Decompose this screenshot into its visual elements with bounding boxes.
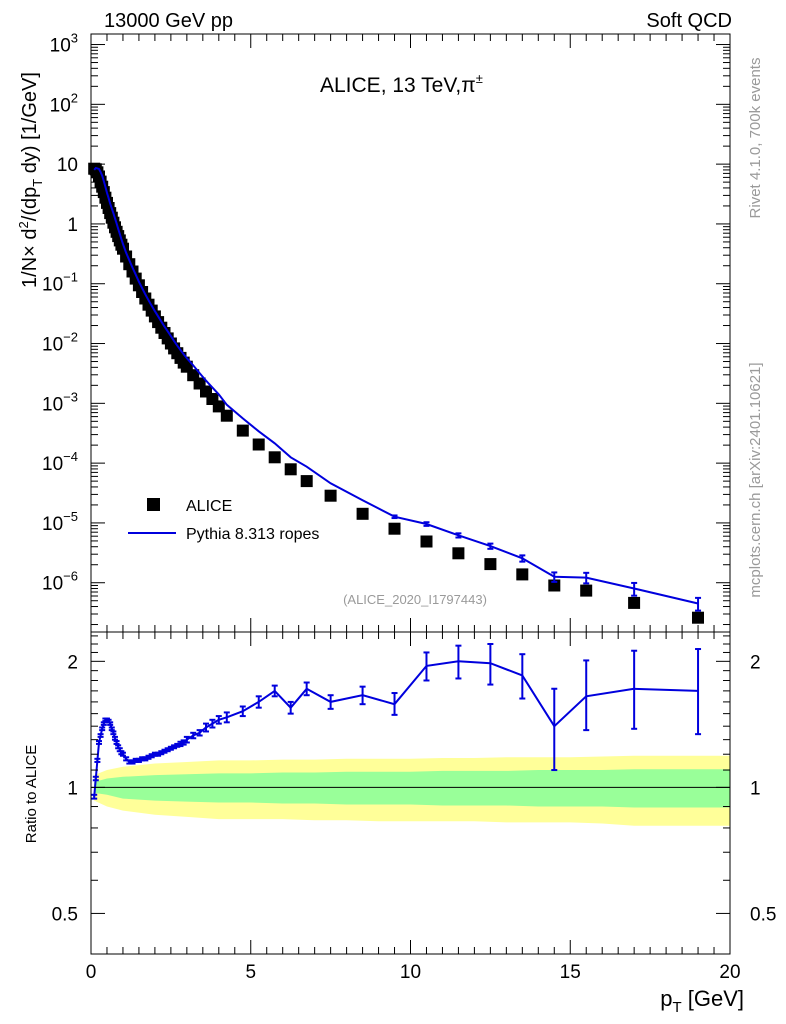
ratio-plot-frame [90, 631, 731, 955]
ratio-uncertainty-band [94, 755, 730, 826]
x-tick-label: 15 [560, 962, 581, 983]
alice-data-point [356, 507, 369, 520]
ratio-plot-panel: 0.5 0.5 1 1 2 2 Ratio to ALICE [23, 631, 777, 955]
alice-data-point [252, 438, 265, 451]
ratio-y-tick-label-right: 1 [750, 778, 761, 799]
x-tick-label: 10 [400, 962, 421, 983]
alice-data-point [324, 489, 337, 502]
alice-data-point [268, 451, 281, 464]
legend-marker-alice [147, 498, 160, 511]
rivet-version-label: Rivet 4.1.0, 700k events [747, 58, 764, 219]
alice-data-point [692, 611, 704, 624]
ratio-y-tick-label: 0.5 [52, 904, 78, 925]
ratio-y-axis-label: Ratio to ALICE [23, 745, 40, 843]
x-tick-label: 0 [86, 962, 97, 983]
header-right-label: Soft QCD [646, 10, 732, 32]
legend-label-pythia: Pythia 8.313 ropes [186, 526, 319, 543]
alice-data-point [212, 400, 225, 413]
alice-data-point [236, 424, 249, 437]
ratio-band-inner [94, 769, 730, 808]
x-tick-labels: 0 5 10 15 20 [86, 962, 741, 983]
header-left-label: 13000 GeV pp [104, 10, 233, 32]
alice-data-point [452, 547, 465, 560]
pythia-line [93, 166, 699, 605]
main-y-axis-label: 1/N× d2/(dpT dy) [1/GeV] [16, 72, 45, 288]
ratio-y-tick-label: 1 [67, 778, 78, 799]
main-series-layer [88, 162, 704, 624]
ratio-y-tick-label-right: 2 [750, 652, 761, 673]
y-tick-label: 10−2 [42, 330, 78, 356]
alice-data-point [516, 568, 529, 581]
mcplots-label: mcplots.cern.ch [arXiv:2401.10621] [747, 362, 764, 597]
ratio-y-tick-label-right: 0.5 [750, 904, 776, 925]
y-tick-label: 10−5 [42, 509, 78, 535]
x-tick-label: 5 [245, 962, 256, 983]
ratio-y-tick-label: 2 [67, 652, 78, 673]
y-tick-label: 102 [50, 90, 78, 116]
legend-label-alice: ALICE [186, 498, 232, 515]
alice-data-point [300, 475, 313, 488]
ratio-axis-ticks [90, 632, 731, 955]
ratio-series-layer [91, 642, 702, 800]
alice-data-point [388, 522, 401, 535]
y-tick-label: 103 [50, 31, 78, 57]
x-tick-label: 20 [719, 962, 740, 983]
alice-data-point [628, 596, 641, 609]
analysis-tag: (ALICE_2020_I1797443) [343, 592, 487, 607]
alice-data-point [580, 584, 593, 597]
alice-data-point [420, 535, 433, 548]
ratio-y-tick-labels: 0.5 0.5 1 1 2 2 [52, 652, 777, 925]
alice-data-point [484, 558, 497, 571]
y-tick-label: 10 [57, 155, 78, 176]
y-tick-label: 10−4 [42, 449, 78, 475]
chart-title: ALICE, 13 TeV,π± [320, 71, 483, 97]
y-tick-label: 10−3 [42, 389, 78, 415]
y-tick-label: 1 [67, 215, 78, 236]
y-tick-label: 10−6 [42, 569, 78, 595]
y-tick-label: 10−1 [42, 270, 78, 296]
alice-data-point [220, 409, 233, 422]
x-axis-label: pT [GeV] [660, 986, 744, 1016]
alice-data-point [284, 463, 297, 476]
